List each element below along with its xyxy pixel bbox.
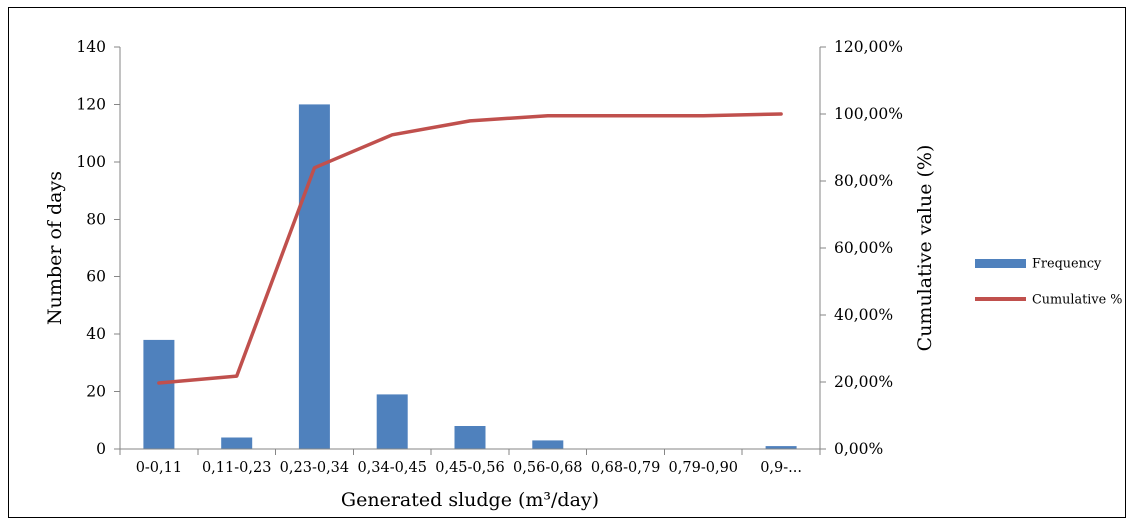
chart-frame	[8, 7, 1126, 518]
plot-area: 0 20 40 60 80 100 120 140 0,00% 20,00% 40,00% 60,00…	[76, 38, 903, 476]
x-tick-label: 0,56-0,68	[513, 460, 582, 476]
y2-tick-label: 0,00%	[834, 440, 883, 458]
y-tick-label: 120	[76, 95, 106, 113]
cumulative-line	[157, 112, 783, 385]
x-tick-label: 0,79-0,90	[669, 460, 738, 476]
y2-tick-label: 80,00%	[834, 172, 893, 190]
y-tick-label: 140	[76, 38, 106, 56]
y2-tick-label: 120,00%	[834, 38, 903, 56]
frequency-bar	[143, 339, 175, 449]
legend-item-frequency: Frequency	[975, 257, 1102, 272]
y2-axis-title: Cumulative value (%)	[914, 145, 936, 352]
legend: Frequency Cumulative %	[975, 257, 1122, 308]
x-tick-label: 0,11-0,23	[202, 460, 271, 476]
y-tick-label: 80	[86, 210, 106, 228]
frequency-bar	[376, 394, 408, 449]
frequency-bar	[454, 426, 486, 449]
y2-tick-label: 40,00%	[834, 306, 893, 324]
x-tick-label: 0,68-0,79	[591, 460, 660, 476]
legend-swatch-frequency	[975, 259, 1026, 268]
y-tick-label: 40	[86, 325, 106, 343]
frequency-bar	[765, 446, 797, 449]
y-tick-label: 0	[96, 440, 106, 458]
x-axis-title: Generated sludge (m³/day)	[341, 489, 599, 511]
y-axis-title: Number of days	[44, 171, 66, 325]
frequency-bar	[532, 440, 564, 449]
x-tick-label: 0,23-0,34	[280, 460, 349, 476]
y-tick-label: 60	[86, 268, 106, 286]
y2-tick-label: 100,00%	[834, 105, 903, 123]
y2-tick-label: 60,00%	[834, 239, 893, 257]
legend-label-frequency: Frequency	[1032, 257, 1102, 272]
y-tick-label: 100	[76, 153, 106, 171]
x-tick-label: 0,45-0,56	[435, 460, 504, 476]
frequency-bar	[298, 104, 330, 450]
x-tick-label: 0-0,11	[136, 460, 182, 476]
frequency-bar	[221, 437, 253, 449]
legend-item-cumulative: Cumulative %	[975, 293, 1122, 308]
x-tick-label: 0,9-...	[760, 460, 802, 476]
y-tick-label: 20	[86, 383, 106, 401]
x-tick-label: 0,34-0,45	[357, 460, 426, 476]
y2-tick-label: 20,00%	[834, 373, 893, 391]
legend-label-cumulative: Cumulative %	[1032, 293, 1122, 308]
